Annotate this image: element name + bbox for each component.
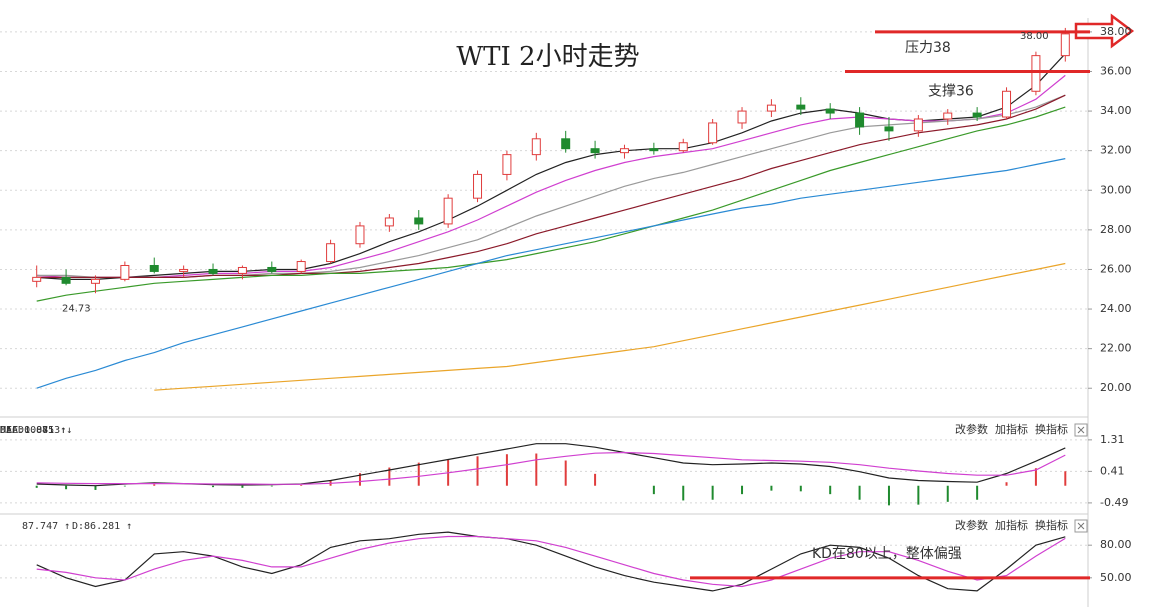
candle-body (149, 264, 159, 272)
candle-body (208, 268, 218, 274)
y-tick-label: 20.00 (1100, 381, 1132, 394)
series-line (36, 531, 1066, 592)
candle-body (502, 154, 512, 175)
candle-body (619, 148, 629, 154)
indicator-header: 87.747 ↑ (22, 521, 70, 532)
candle-body (855, 112, 865, 128)
series-line (36, 106, 1066, 302)
indicator-button[interactable]: 改参数 (955, 422, 988, 436)
price-label: 24.73 (62, 304, 91, 315)
candle-body (90, 278, 100, 284)
series-line (154, 262, 1066, 391)
candle-body (120, 264, 130, 280)
candle-body (766, 104, 776, 112)
price-label: 38.00 (1020, 31, 1049, 42)
indicator-header: DIF:1.081 ↑ (0, 425, 66, 436)
y-tick-label: 0.41 (1100, 464, 1125, 477)
close-icon (1077, 522, 1085, 530)
candle-body (825, 108, 835, 114)
candle-body (913, 118, 923, 132)
candle-body (414, 217, 424, 225)
candle-body (590, 148, 600, 154)
candle-body (678, 142, 688, 152)
y-tick-label: 38.00 (1100, 25, 1132, 38)
candle-body (384, 217, 394, 227)
candle-body (61, 276, 71, 284)
indicator-button[interactable]: 加指标 (995, 422, 1028, 436)
indicator-button[interactable]: 改参数 (955, 518, 988, 532)
candle-body (649, 148, 659, 152)
series-line (36, 158, 1066, 389)
indicator-button[interactable]: 换指标 (1035, 518, 1068, 532)
y-tick-label: 1.31 (1100, 433, 1125, 446)
series-line (36, 451, 1066, 485)
candle-body (943, 112, 953, 120)
y-tick-label: 28.00 (1100, 223, 1132, 236)
level-label: KD在80以上，整体偏强 (812, 546, 962, 562)
candle-body (1060, 33, 1070, 57)
y-tick-label: 80.00 (1100, 538, 1132, 551)
indicator-header: MACD:0.413 ↓ (0, 425, 72, 436)
candle-body (1031, 55, 1041, 92)
candle-body (326, 243, 336, 263)
candle-body (296, 261, 306, 272)
candle-body (179, 268, 189, 272)
candle-body (561, 138, 571, 150)
series-line (36, 94, 1066, 278)
series-line (36, 74, 1066, 278)
candle-body (355, 225, 365, 245)
y-tick-label: 30.00 (1100, 183, 1132, 196)
y-tick-label: 26.00 (1100, 262, 1132, 275)
candle-body (267, 266, 277, 272)
y-tick-label: 34.00 (1100, 104, 1132, 117)
indicator-button[interactable]: 换指标 (1035, 422, 1068, 436)
candle-body (473, 173, 483, 199)
candle-body (443, 197, 453, 225)
y-tick-label: 32.00 (1100, 144, 1132, 157)
level-label: 压力38 (905, 40, 951, 56)
candle-body (737, 110, 747, 124)
candle-body (708, 122, 718, 144)
candle-body (972, 112, 982, 118)
level-label: 支撑36 (928, 83, 974, 99)
arrow (1074, 13, 1135, 49)
y-tick-label: 24.00 (1100, 302, 1132, 315)
candle-body (796, 104, 806, 110)
candle-body (1002, 90, 1012, 118)
y-tick-label: 50.00 (1100, 571, 1132, 584)
series-line (36, 535, 1066, 588)
y-tick-label: -0.49 (1100, 496, 1128, 509)
y-tick-label: 36.00 (1100, 64, 1132, 77)
close-icon (1077, 426, 1085, 434)
chart-title: WTI 2小时走势 (456, 42, 639, 72)
indicator-header: DEA:0.875 ↑ (0, 425, 66, 436)
indicator-button[interactable]: 加指标 (995, 518, 1028, 532)
candle-body (237, 266, 247, 274)
y-tick-label: 22.00 (1100, 342, 1132, 355)
candle-body (884, 126, 894, 132)
candle-body (32, 276, 42, 282)
candle-body (531, 138, 541, 156)
indicator-header: D:86.281 ↑ (72, 521, 132, 532)
